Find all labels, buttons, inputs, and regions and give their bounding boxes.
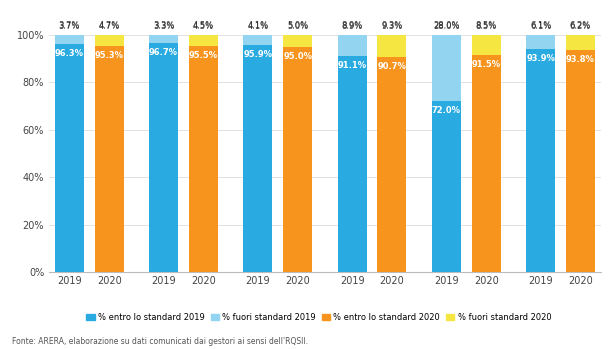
Text: 3.3%: 3.3% [153, 22, 174, 31]
Bar [526, 49, 555, 272]
Text: 6.2%: 6.2% [570, 22, 591, 31]
Bar [471, 35, 501, 55]
Text: 91.1%: 91.1% [338, 61, 367, 70]
Text: 6.2%: 6.2% [570, 21, 591, 30]
Text: 5.0%: 5.0% [287, 21, 308, 30]
Text: 28.0%: 28.0% [433, 21, 460, 30]
Text: 4.5%: 4.5% [193, 22, 214, 31]
Bar [149, 43, 178, 272]
Bar [95, 35, 124, 46]
Text: 96.3%: 96.3% [55, 49, 84, 58]
Legend: % entro lo standard 2019, % fuori standard 2019, % entro lo standard 2020, % fuo: % entro lo standard 2019, % fuori standa… [86, 313, 551, 322]
Text: 4.1%: 4.1% [247, 22, 268, 31]
Text: 72.0%: 72.0% [432, 106, 461, 115]
Text: 93.8%: 93.8% [566, 54, 595, 64]
Bar [432, 35, 461, 101]
Text: 8.5%: 8.5% [476, 22, 497, 31]
Bar [55, 35, 84, 44]
Bar [243, 35, 272, 45]
Text: 95.3%: 95.3% [95, 51, 124, 60]
Text: 9.3%: 9.3% [381, 21, 403, 30]
Bar [378, 57, 406, 272]
Bar [378, 35, 406, 57]
Bar [526, 35, 555, 49]
Bar [471, 55, 501, 272]
Bar [95, 46, 124, 272]
Text: Fonte: ARERA, elaborazione su dati comunicati dai gestori ai sensi dell'RQSII.: Fonte: ARERA, elaborazione su dati comun… [12, 336, 308, 346]
Text: 3.3%: 3.3% [153, 21, 174, 30]
Text: 95.0%: 95.0% [283, 52, 312, 61]
Bar [566, 50, 595, 272]
Text: 3.7%: 3.7% [59, 22, 80, 31]
Bar [338, 35, 367, 56]
Text: 28.0%: 28.0% [433, 22, 460, 31]
Text: 9.3%: 9.3% [381, 22, 403, 31]
Bar [189, 46, 218, 272]
Bar [283, 35, 312, 47]
Text: 5.0%: 5.0% [287, 22, 308, 31]
Bar [55, 44, 84, 272]
Text: 4.7%: 4.7% [99, 21, 120, 30]
Text: 4.7%: 4.7% [99, 22, 120, 31]
Text: 90.7%: 90.7% [378, 62, 406, 71]
Text: 4.1%: 4.1% [247, 21, 268, 30]
Bar [189, 35, 218, 46]
Bar [566, 35, 595, 50]
Text: 6.1%: 6.1% [530, 21, 551, 30]
Text: 95.5%: 95.5% [189, 51, 218, 60]
Text: 4.5%: 4.5% [193, 21, 214, 30]
Text: 91.5%: 91.5% [471, 60, 501, 69]
Text: 93.9%: 93.9% [526, 54, 555, 64]
Bar [338, 56, 367, 272]
Text: 8.5%: 8.5% [476, 21, 497, 30]
Bar [283, 47, 312, 272]
Text: 8.9%: 8.9% [341, 21, 363, 30]
Bar [432, 101, 461, 272]
Text: 8.9%: 8.9% [341, 22, 363, 31]
Bar [243, 45, 272, 272]
Bar [149, 35, 178, 43]
Text: 95.9%: 95.9% [243, 50, 272, 59]
Text: 96.7%: 96.7% [149, 48, 178, 57]
Text: 6.1%: 6.1% [530, 22, 551, 31]
Text: 3.7%: 3.7% [59, 21, 80, 30]
